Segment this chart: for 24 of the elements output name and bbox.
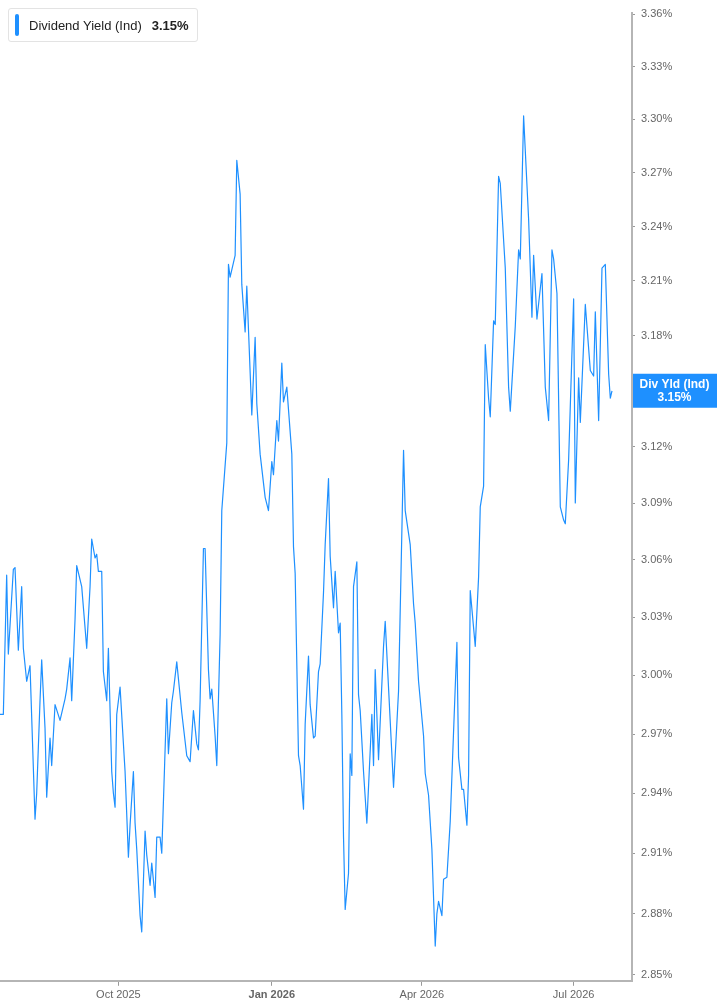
y-tick-label: 3.24% <box>641 219 673 232</box>
x-tick-label: Apr 2026 <box>399 988 445 1001</box>
annotation: 3.15% <box>151 17 189 33</box>
y-tick-label: 3.06% <box>641 552 673 565</box>
legend-label: Dividend Yield (Ind) <box>29 17 142 33</box>
x-tick-label: Jul 2026 <box>552 988 595 1001</box>
y-tick-label: 3.36% <box>641 7 673 20</box>
y-tick-label: 3.27% <box>641 165 673 178</box>
y-tick-label: 3.03% <box>641 610 673 623</box>
y-tick-label: 3.09% <box>641 496 673 509</box>
y-tick-label: 3.00% <box>641 668 673 681</box>
annotation: Div Yld (Ind) 3.15% <box>639 376 710 404</box>
y-tick-label: 3.33% <box>641 59 673 72</box>
y-tick-label: 2.88% <box>641 906 673 919</box>
x-tick-label: Oct 2025 <box>96 988 141 1001</box>
y-tick-label: 2.85% <box>641 967 673 980</box>
y-tick-label: 2.97% <box>641 727 673 740</box>
y-tick-label: 3.12% <box>641 439 673 452</box>
y-tick-label: 3.18% <box>641 328 673 341</box>
y-tick-label: 3.21% <box>641 273 673 286</box>
y-tick-label: 2.91% <box>641 846 673 859</box>
y-tick-label: 2.94% <box>641 786 673 799</box>
y-tick-label: 3.30% <box>641 112 673 125</box>
x-tick-label: Jan 2026 <box>248 988 296 1001</box>
